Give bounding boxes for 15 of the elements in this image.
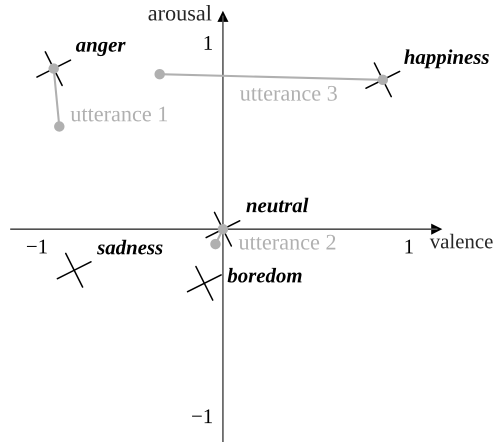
point: [210, 238, 221, 250]
point: [186, 266, 222, 301]
y-axis-title: arousal: [148, 5, 212, 21]
series-label: utterance 3: [240, 86, 337, 101]
x-axis-title: valence: [430, 234, 493, 248]
series-label: boredom: [228, 268, 302, 283]
point: [54, 121, 65, 132]
point: [56, 252, 92, 288]
series-label: sadness: [97, 240, 163, 254]
series-label: utterance 1: [70, 106, 168, 122]
series-label: anger: [76, 42, 126, 56]
series-label: happiness: [404, 49, 489, 68]
point: [154, 69, 165, 80]
series-label: utterance 2: [238, 234, 336, 250]
series-label: neutral: [246, 198, 308, 212]
